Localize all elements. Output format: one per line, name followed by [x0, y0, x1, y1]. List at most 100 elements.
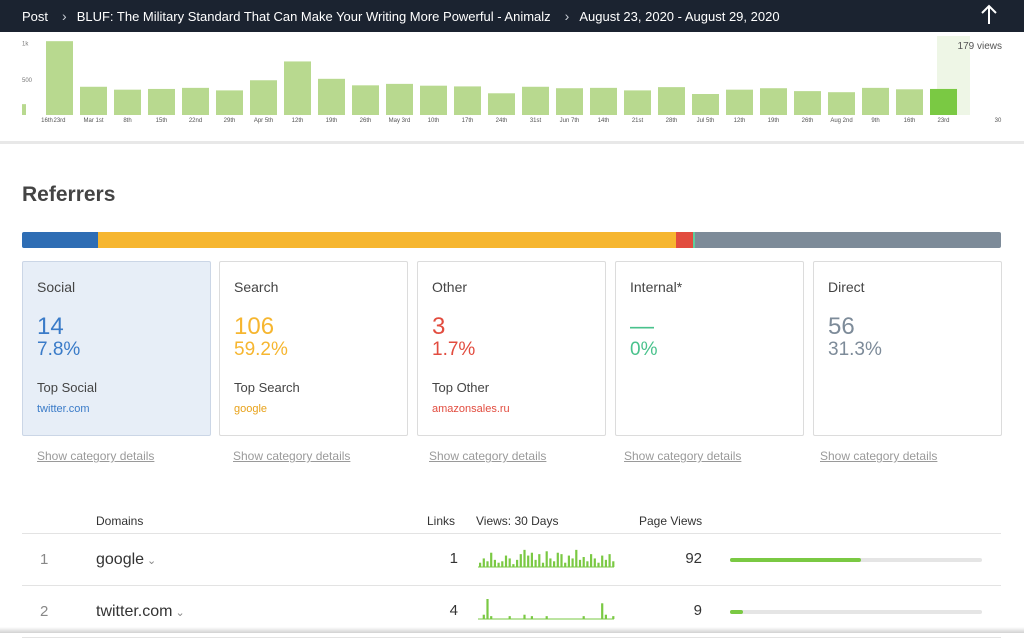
- breadcrumb-date-range[interactable]: August 23, 2020 - August 29, 2020: [579, 9, 779, 24]
- row-domain[interactable]: google⌄: [96, 551, 156, 569]
- col-domains[interactable]: Domains: [96, 514, 143, 528]
- sparkline-bar: [560, 554, 562, 567]
- card-count: 56: [828, 313, 855, 341]
- sparkline-bar: [483, 615, 485, 619]
- card-search[interactable]: Search 106 59.2% Top Search google: [219, 261, 408, 436]
- sparkline-bar: [601, 556, 603, 567]
- card-top-value[interactable]: google: [234, 403, 267, 415]
- row-domain[interactable]: twitter.com⌄: [96, 603, 185, 621]
- x-tick-label: 26th: [360, 118, 372, 124]
- page-views-bar: [730, 610, 982, 614]
- x-tick-label: 19th: [326, 118, 338, 124]
- page-views-bar-fill: [730, 610, 743, 614]
- sparkline-bar: [605, 560, 607, 567]
- histogram-bar: [318, 79, 345, 115]
- card-title: Search: [234, 279, 278, 295]
- sparkline-bar: [505, 556, 507, 567]
- share-segment-direct: [695, 232, 1001, 248]
- card-title: Other: [432, 279, 467, 295]
- card-top-label: Top Other: [432, 380, 489, 395]
- breadcrumb-post[interactable]: Post: [22, 9, 48, 24]
- row-links: 1: [422, 550, 458, 567]
- row-links: 4: [422, 602, 458, 619]
- sparkline-bar: [520, 554, 522, 567]
- sparkline-bar: [553, 561, 555, 567]
- card-other[interactable]: Other 3 1.7% Top Other amazonsales.ru: [417, 261, 606, 436]
- x-tick-label: Jun 7th: [560, 118, 580, 124]
- chevron-down-icon[interactable]: ⌄: [175, 607, 184, 619]
- x-tick-label: 17th: [462, 118, 474, 124]
- col-views-30-days[interactable]: Views: 30 Days: [476, 514, 558, 528]
- show-details-other-link[interactable]: Show category details: [429, 449, 546, 463]
- domain-label: twitter.com: [96, 603, 172, 620]
- sparkline-bar: [597, 563, 599, 567]
- show-details-direct-link[interactable]: Show category details: [820, 449, 937, 463]
- sparkline-bar: [568, 556, 570, 567]
- histogram-bar: [522, 87, 549, 115]
- sparkline-bar: [486, 561, 488, 567]
- domains-table-header: Domains Links Views: 30 Days Page Views: [22, 508, 1001, 534]
- x-tick-label: 31st: [530, 118, 542, 124]
- histogram-bar: [488, 93, 515, 115]
- x-tick-label: 26th: [802, 118, 814, 124]
- card-direct[interactable]: Direct 56 31.3%: [813, 261, 1002, 436]
- breadcrumb-article-title[interactable]: BLUF: The Military Standard That Can Mak…: [77, 9, 551, 24]
- histogram-bar: [828, 92, 855, 115]
- x-tick-label: 23rd: [937, 118, 949, 124]
- card-top-value[interactable]: twitter.com: [37, 403, 90, 415]
- arrow-up-icon[interactable]: [980, 4, 998, 26]
- col-page-views[interactable]: Page Views: [639, 514, 702, 528]
- sparkline-bar: [557, 553, 559, 567]
- card-percent: 1.7%: [432, 339, 475, 361]
- card-social[interactable]: Social 14 7.8% Top Social twitter.com: [22, 261, 211, 436]
- sparkline-bar: [601, 603, 603, 619]
- x-tick-label: May 3rd: [389, 118, 411, 124]
- card-percent: 0%: [630, 339, 657, 361]
- x-tick-label: Aug 2nd: [830, 118, 852, 124]
- histogram-bar: [420, 86, 447, 115]
- histogram-bar: [250, 80, 277, 115]
- sparkline-bar: [535, 560, 537, 567]
- histogram-bar: [760, 88, 787, 115]
- histogram-bar: [216, 90, 243, 115]
- histogram-bar: [46, 41, 73, 115]
- card-top-label: Top Social: [37, 380, 97, 395]
- bottom-shadow: [0, 627, 1024, 633]
- domain-label: google: [96, 551, 144, 568]
- show-details-social-link[interactable]: Show category details: [37, 449, 154, 463]
- sparkline-bar: [594, 558, 596, 567]
- row-page-views: 92: [622, 550, 702, 567]
- col-links[interactable]: Links: [427, 514, 455, 528]
- card-count: 106: [234, 313, 274, 341]
- top-bar: Post › BLUF: The Military Standard That …: [0, 0, 1024, 32]
- sparkline-bar: [612, 561, 614, 567]
- histogram-bar: [284, 61, 311, 115]
- card-count: 3: [432, 313, 445, 341]
- x-tick-label: 19th: [768, 118, 780, 124]
- x-tick-label: 16th: [904, 118, 916, 124]
- histogram-bar: [182, 88, 209, 115]
- card-count: —: [630, 313, 654, 341]
- sparkline-bar: [501, 561, 503, 567]
- x-tick-label: Apr 5th: [254, 118, 273, 124]
- sparkline-bar: [590, 554, 592, 567]
- x-tick-label: 15th: [156, 118, 168, 124]
- table-row[interactable]: 1 google⌄ 1 92: [22, 535, 1001, 586]
- share-segment-search: [98, 232, 676, 248]
- sparkline-bar: [572, 558, 574, 567]
- sparkline-bar: [527, 556, 529, 567]
- show-details-internal-link[interactable]: Show category details: [624, 449, 741, 463]
- page-views-bar-fill: [730, 558, 861, 562]
- histogram-bar: [454, 86, 481, 115]
- x-tick-label: 22nd: [189, 118, 202, 124]
- x-tick-label: 23rd: [53, 118, 65, 124]
- card-title: Direct: [828, 279, 865, 295]
- chevron-down-icon[interactable]: ⌄: [147, 555, 156, 567]
- card-internal[interactable]: Internal* — 0%: [615, 261, 804, 436]
- card-top-value[interactable]: amazonsales.ru: [432, 403, 510, 415]
- y-tick-label: 500: [22, 78, 33, 84]
- show-details-search-link[interactable]: Show category details: [233, 449, 350, 463]
- y-tick-label: 1k: [22, 42, 29, 48]
- sparkline-bar: [538, 554, 540, 567]
